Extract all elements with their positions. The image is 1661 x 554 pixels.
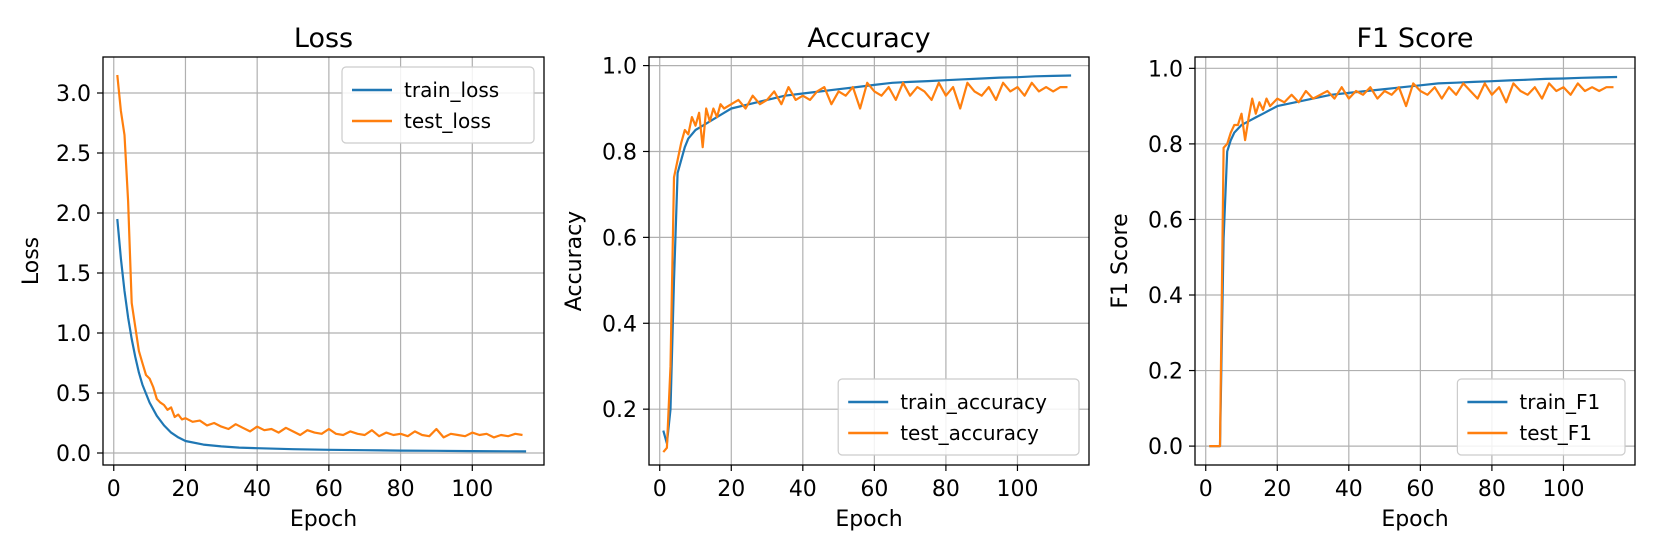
y-tick-label: 0.8 [1148,133,1183,158]
y-tick-label: 0.2 [602,398,637,423]
x-tick-label: 0 [107,477,121,502]
x-tick-label: 60 [315,477,343,502]
legend-label: test_F1 [1519,421,1592,445]
legend: train_loss test_loss [341,66,535,144]
x-axis-label: Epoch [290,507,357,532]
x-tick-label: 80 [387,477,415,502]
y-tick-label: 2.5 [56,142,91,167]
y-tick-label: 0.4 [1148,284,1183,309]
y-tick-label: 1.0 [56,322,91,347]
chart-title: Accuracy [807,23,930,54]
y-tick-label: 0.6 [602,226,637,251]
y-tick-label: 1.0 [1148,57,1183,82]
chart-0: 0 20 40 60 80 100 0.0 0.5 1.0 1.5 2.0 2.5 3.0 Loss Epo… [19,23,545,532]
y-tick-label: 1.5 [56,262,91,287]
x-tick-label: 0 [653,477,667,502]
legend: train_F1 test_F1 [1456,378,1626,456]
legend-label: train_loss [404,78,499,102]
x-tick-label: 20 [171,477,199,502]
series-line-test_accuracy [662,81,1068,453]
legend-label: train_F1 [1519,390,1600,414]
legend-box [837,378,1080,456]
x-tick-label: 40 [1335,477,1363,502]
y-tick-label: 2.0 [56,202,91,227]
x-tick-label: 80 [1478,477,1506,502]
chart-1: 0 20 40 60 80 100 0.2 0.4 0.6 0.8 1.0 Accuracy Epoch… [562,23,1090,532]
legend-label: test_loss [404,109,491,133]
legend-box [1456,378,1626,456]
x-tick-label: 20 [717,477,745,502]
y-tick-label: 0.6 [1148,208,1183,233]
chart-title: F1 Score [1357,23,1474,54]
x-tick-label: 40 [789,477,817,502]
legend-label: train_accuracy [900,390,1047,414]
x-tick-label: 60 [1406,477,1434,502]
plot-frame [648,56,1090,466]
y-tick-label: 0.0 [1148,435,1183,460]
y-tick-label: 0.0 [56,442,91,467]
series-line-test_F1 [1209,82,1614,448]
x-axis-label: Epoch [1381,507,1448,532]
y-tick-label: 3.0 [56,82,91,107]
x-tick-label: 60 [860,477,888,502]
legend: train_accuracy test_accuracy [837,378,1080,456]
x-axis-label: Epoch [835,507,902,532]
x-tick-label: 0 [1199,477,1213,502]
y-axis-label: Loss [19,237,44,285]
y-axis-label: F1 Score [1108,213,1133,308]
plot-frame [1194,56,1636,466]
charts-layer: 0 20 40 60 80 100 0.0 0.5 1.0 1.5 2.0 2.5 3.0 Loss Epo… [19,23,1636,532]
legend-box [341,66,535,144]
legend-label: test_accuracy [900,421,1039,445]
x-tick-label: 100 [1542,477,1584,502]
series-line-test_loss [116,74,523,439]
chart-2: 0 20 40 60 80 100 0.0 0.2 0.4 0.6 0.8 1.0 F1 Score Ep… [1108,23,1636,532]
x-tick-label: 40 [243,477,271,502]
chart-title: Loss [294,23,353,54]
x-tick-label: 100 [451,477,493,502]
plot-frame [102,56,545,466]
y-axis-label: Accuracy [562,211,587,311]
y-tick-label: 1.0 [602,55,637,80]
x-tick-label: 20 [1263,477,1291,502]
y-tick-label: 0.8 [602,140,637,165]
y-tick-label: 0.5 [56,382,91,407]
x-tick-label: 80 [932,477,960,502]
series-line-train_loss [116,218,527,453]
y-tick-label: 0.4 [602,312,637,337]
x-tick-label: 100 [996,477,1038,502]
y-tick-label: 0.2 [1148,360,1183,385]
